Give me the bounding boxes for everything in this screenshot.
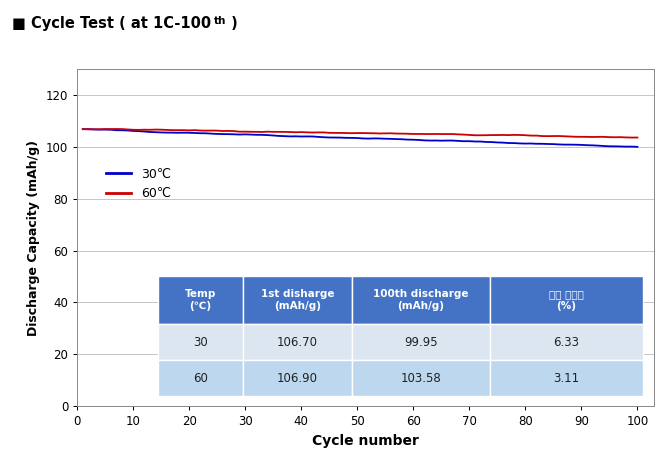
Text: 6.33: 6.33 <box>554 336 579 349</box>
Text: 3.11: 3.11 <box>554 372 579 385</box>
FancyBboxPatch shape <box>243 324 352 360</box>
Text: 99.95: 99.95 <box>404 336 437 349</box>
Legend: 30℃, 60℃: 30℃, 60℃ <box>101 163 176 205</box>
FancyBboxPatch shape <box>352 324 490 360</box>
FancyBboxPatch shape <box>352 276 490 324</box>
Text: 103.58: 103.58 <box>401 372 442 385</box>
FancyBboxPatch shape <box>243 276 352 324</box>
Text: Temp
(℃): Temp (℃) <box>185 290 216 311</box>
FancyBboxPatch shape <box>490 324 643 360</box>
FancyBboxPatch shape <box>490 276 643 324</box>
FancyBboxPatch shape <box>158 324 243 360</box>
Text: 106.70: 106.70 <box>277 336 318 349</box>
Text: 1st disharge
(mAh/g): 1st disharge (mAh/g) <box>260 290 334 311</box>
FancyBboxPatch shape <box>158 360 243 396</box>
X-axis label: Cycle number: Cycle number <box>312 434 419 448</box>
FancyBboxPatch shape <box>352 360 490 396</box>
Text: 100th discharge
(mAh/g): 100th discharge (mAh/g) <box>373 290 468 311</box>
Text: 60: 60 <box>193 372 208 385</box>
Y-axis label: Discharge Capacity (mAh/g): Discharge Capacity (mAh/g) <box>28 140 40 336</box>
FancyBboxPatch shape <box>158 276 243 324</box>
Text: ■ Cycle Test ( at 1C-100: ■ Cycle Test ( at 1C-100 <box>12 16 211 31</box>
Text: ): ) <box>226 16 238 31</box>
FancyBboxPatch shape <box>490 360 643 396</box>
Text: 106.90: 106.90 <box>277 372 318 385</box>
FancyBboxPatch shape <box>243 360 352 396</box>
Text: 30: 30 <box>193 336 208 349</box>
Text: 용량 감소율
(%): 용량 감소율 (%) <box>549 290 584 311</box>
Text: th: th <box>213 16 225 26</box>
